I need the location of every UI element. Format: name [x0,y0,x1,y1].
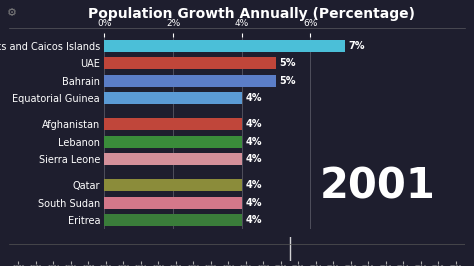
Text: 4%: 4% [245,137,262,147]
Bar [104,57,276,69]
Bar [104,179,242,191]
Text: Population Growth Annually (Percentage): Population Growth Annually (Percentage) [88,7,415,21]
Bar [104,92,242,104]
Bar [104,136,242,148]
Text: 2001: 2001 [320,165,436,207]
Text: 5%: 5% [280,58,296,68]
Bar [104,118,242,130]
Bar [104,153,242,165]
Text: 4%: 4% [245,180,262,190]
Bar [104,214,242,226]
Bar [104,40,345,52]
Text: 4%: 4% [245,93,262,103]
Bar [104,75,276,87]
Text: 5%: 5% [280,76,296,86]
Text: 4%: 4% [245,154,262,164]
Text: 7%: 7% [348,41,365,51]
Text: ⚙: ⚙ [7,8,17,18]
Text: 4%: 4% [245,215,262,225]
Text: 4%: 4% [245,198,262,208]
Bar [104,197,242,209]
Text: 4%: 4% [245,119,262,129]
